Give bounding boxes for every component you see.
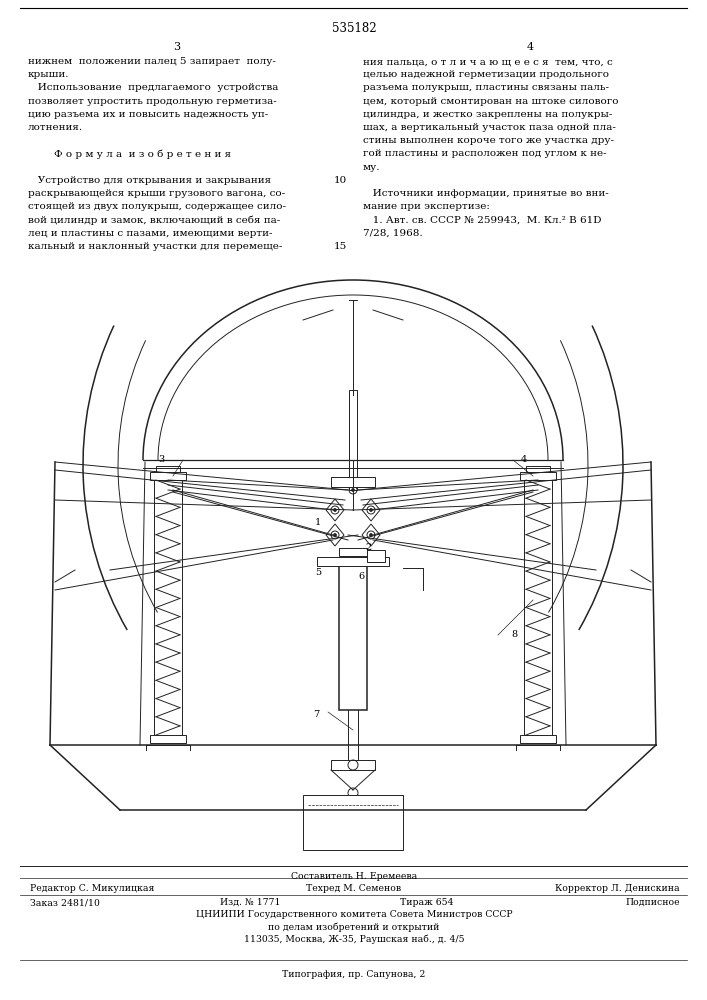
Text: цилиндра, и жестко закреплены на полукры-: цилиндра, и жестко закреплены на полукры… [363,110,612,119]
Text: 5: 5 [315,568,321,577]
Text: стоящей из двух полукрыш, содержащее сило-: стоящей из двух полукрыш, содержащее сил… [28,202,286,211]
Text: 113035, Москва, Ж-35, Раушская наб., д. 4/5: 113035, Москва, Ж-35, Раушская наб., д. … [244,934,464,944]
Text: 2: 2 [365,543,371,552]
Circle shape [351,556,354,560]
Text: раскрывающейся крыши грузового вагона, со-: раскрывающейся крыши грузового вагона, с… [28,189,285,198]
Text: кальный и наклонный участки для перемеще-: кальный и наклонный участки для перемеще… [28,242,282,251]
Text: лотнения.: лотнения. [28,123,83,132]
Text: Корректор Л. Денискина: Корректор Л. Денискина [556,884,680,893]
Text: целью надежной герметизации продольного: целью надежной герметизации продольного [363,70,609,79]
Text: Составитель Н. Еремеева: Составитель Н. Еремеева [291,872,417,881]
Text: шах, а вертикальный участок паза одной пла-: шах, а вертикальный участок паза одной п… [363,123,616,132]
Text: цию разъема их и повысить надежность уп-: цию разъема их и повысить надежность уп- [28,110,268,119]
Text: 4: 4 [521,455,527,464]
Text: нижнем  положении палец 5 запирает  полу-: нижнем положении палец 5 запирает полу- [28,57,276,66]
Text: 7: 7 [313,710,320,719]
Text: мание при экспертизе:: мание при экспертизе: [363,202,490,211]
Text: 1: 1 [315,518,321,527]
Text: Подписное: Подписное [626,898,680,907]
Bar [339,548,367,556]
Circle shape [370,508,373,512]
Text: крыши.: крыши. [28,70,69,79]
Text: 1. Авт. св. СССР № 259943,  М. Кл.² В 61D: 1. Авт. св. СССР № 259943, М. Кл.² В 61D [363,215,602,224]
Text: Источники информации, принятые во вни-: Источники информации, принятые во вни- [363,189,609,198]
Text: Редактор С. Микулицкая: Редактор С. Микулицкая [30,884,154,893]
Text: 3: 3 [173,42,180,52]
Text: лец и пластины с пазами, имеющими верти-: лец и пластины с пазами, имеющими верти- [28,229,272,238]
Text: 3: 3 [158,455,164,464]
Text: 8: 8 [511,630,517,639]
Text: 7/28, 1968.: 7/28, 1968. [363,229,423,238]
Bar [339,566,367,710]
Text: Заказ 2481/10: Заказ 2481/10 [30,898,100,907]
Text: 535182: 535182 [332,22,376,35]
Text: позволяет упростить продольную герметиза-: позволяет упростить продольную герметиза… [28,97,276,106]
Bar [520,472,556,480]
Bar [331,477,375,487]
Text: ЦНИИПИ Государственного комитета Совета Министров СССР: ЦНИИПИ Государственного комитета Совета … [196,910,513,919]
Text: 15: 15 [334,242,347,251]
Text: 4: 4 [527,42,534,52]
Text: Устройство для открывания и закрывания: Устройство для открывания и закрывания [28,176,271,185]
Bar [367,550,385,562]
Text: вой цилиндр и замок, включающий в себя па-: вой цилиндр и замок, включающий в себя п… [28,215,280,225]
Text: разъема полукрыш, пластины связаны паль-: разъема полукрыш, пластины связаны паль- [363,83,609,92]
Bar [156,466,180,472]
Bar [317,557,389,566]
Text: Типография, пр. Сапунова, 2: Типография, пр. Сапунова, 2 [282,970,426,979]
Bar [150,735,186,743]
Bar [520,735,556,743]
Text: по делам изобретений и открытий: по делам изобретений и открытий [269,922,440,932]
Circle shape [334,534,337,536]
Text: ния пальца, о т л и ч а ю щ е е с я  тем, что, с: ния пальца, о т л и ч а ю щ е е с я тем,… [363,57,613,66]
Circle shape [370,534,373,536]
Text: стины выполнен короче того же участка дру-: стины выполнен короче того же участка др… [363,136,614,145]
Bar [303,795,403,850]
Text: Техред М. Семенов: Техред М. Семенов [306,884,402,893]
Text: гой пластины и расположен под углом к не-: гой пластины и расположен под углом к не… [363,149,607,158]
Bar [150,472,186,480]
Circle shape [334,508,337,512]
Bar [331,760,375,770]
Text: Изд. № 1771: Изд. № 1771 [220,898,281,907]
Text: му.: му. [363,163,380,172]
Text: Использование  предлагаемого  устройства: Использование предлагаемого устройства [28,83,279,92]
Bar [349,390,357,490]
Text: Тираж 654: Тираж 654 [400,898,453,907]
Circle shape [351,488,354,491]
Text: 10: 10 [334,176,347,185]
Text: Ф о р м у л а  и з о б р е т е н и я: Ф о р м у л а и з о б р е т е н и я [28,149,231,159]
Text: цем, который смонтирован на штоке силового: цем, который смонтирован на штоке силово… [363,97,619,106]
Bar [526,466,550,472]
Text: 6: 6 [358,572,364,581]
